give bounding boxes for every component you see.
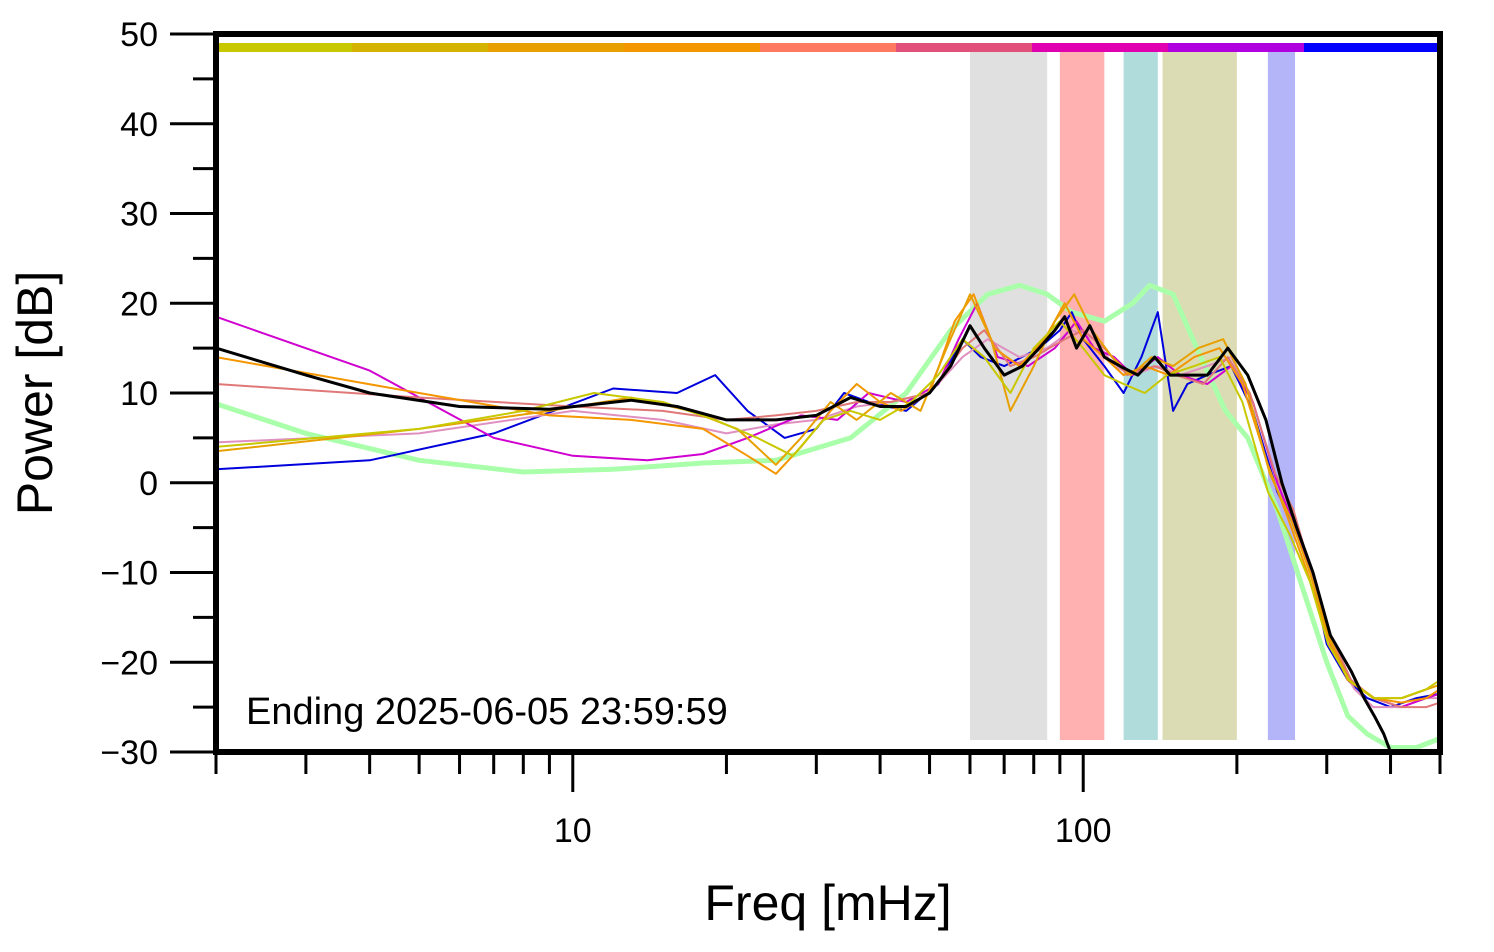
frequency-bands [969, 52, 1296, 740]
color-bar-segment-7 [1168, 43, 1305, 52]
series-line-1 [215, 311, 1441, 709]
y-tick-label: −30 [100, 734, 158, 772]
series-line-8 [214, 315, 1392, 754]
y-axis-title: Power [dB] [7, 271, 63, 516]
y-tick-label: 50 [120, 16, 158, 54]
band-3 [1162, 52, 1237, 740]
series-line-6 [215, 293, 1441, 700]
time-color-bar [216, 43, 1441, 52]
series-line-0 [213, 282, 1443, 750]
color-bar-segment-0 [216, 43, 353, 52]
color-bar-segment-4 [760, 43, 897, 52]
color-bar-segment-8 [1304, 43, 1441, 52]
series-line-5 [215, 293, 1441, 704]
band-1 [1059, 52, 1105, 740]
color-bar-segment-6 [1032, 43, 1169, 52]
color-bar-segment-3 [624, 43, 761, 52]
band-2 [1123, 52, 1158, 740]
y-tick-label: 20 [120, 285, 158, 323]
series-line-3 [215, 302, 1441, 709]
y-tick-label: 40 [120, 106, 158, 144]
y-tick-label: 10 [120, 375, 158, 413]
band-4 [1267, 52, 1296, 740]
annotation-ending: Ending 2025-06-05 23:59:59 [246, 691, 728, 733]
y-tick-label: 30 [120, 196, 158, 234]
color-bar-segment-5 [896, 43, 1033, 52]
series-line-7 [215, 320, 1441, 700]
color-bar-segment-2 [488, 43, 625, 52]
x-axis-ticks: 10 100 [214, 752, 1442, 850]
y-tick-label: 0 [139, 465, 158, 503]
x-axis-title: Freq [mHz] [704, 875, 951, 931]
spectra-lines [213, 282, 1443, 754]
y-tick-label: −20 [100, 644, 158, 682]
y-tick-label: −10 [100, 555, 158, 593]
color-bar-segment-1 [352, 43, 489, 52]
x-tick-label: 10 [554, 812, 592, 850]
band-0 [969, 52, 1048, 740]
y-axis-ticks: 50 40 30 20 10 0 −10 −20 −30 [100, 16, 216, 772]
x-tick-label: 100 [1055, 812, 1112, 850]
